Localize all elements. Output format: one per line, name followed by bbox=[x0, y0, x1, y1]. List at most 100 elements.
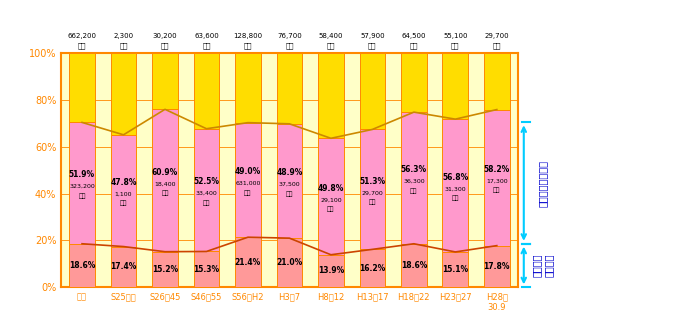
Text: 世帯: 世帯 bbox=[409, 42, 418, 49]
Text: 60.9%: 60.9% bbox=[152, 168, 178, 177]
Text: 世帯: 世帯 bbox=[78, 42, 86, 49]
Text: 631,000: 631,000 bbox=[235, 181, 261, 186]
Text: 世帯: 世帯 bbox=[161, 191, 169, 196]
Text: 世帯: 世帯 bbox=[368, 199, 376, 205]
Bar bbox=[235, 53, 261, 123]
Text: 世帯: 世帯 bbox=[327, 42, 335, 49]
Text: 18.6%: 18.6% bbox=[69, 261, 95, 270]
Text: 17.4%: 17.4% bbox=[110, 263, 137, 272]
Text: 15.1%: 15.1% bbox=[442, 265, 469, 274]
Text: 47.8%: 47.8% bbox=[110, 178, 137, 187]
Text: 世帯: 世帯 bbox=[492, 42, 501, 49]
Bar bbox=[360, 249, 385, 287]
Text: 55,100: 55,100 bbox=[443, 33, 468, 39]
Text: 世帯: 世帯 bbox=[161, 42, 170, 49]
Text: 世帯: 世帯 bbox=[410, 188, 417, 194]
Text: 世帯: 世帯 bbox=[202, 42, 210, 49]
Text: 51.9%: 51.9% bbox=[69, 170, 95, 179]
Text: 36,300: 36,300 bbox=[403, 179, 425, 184]
Text: 世帯: 世帯 bbox=[244, 190, 252, 196]
Bar bbox=[69, 53, 95, 122]
Bar bbox=[193, 252, 219, 287]
Bar bbox=[401, 112, 427, 244]
Text: 51.3%: 51.3% bbox=[360, 177, 385, 186]
Text: 21.0%: 21.0% bbox=[276, 258, 302, 267]
Bar bbox=[484, 245, 509, 287]
Text: 世帯: 世帯 bbox=[120, 201, 127, 206]
Bar bbox=[276, 124, 302, 238]
Bar bbox=[110, 246, 136, 287]
Text: 63,600: 63,600 bbox=[194, 33, 219, 39]
Text: 1,100: 1,100 bbox=[115, 192, 132, 197]
Text: 30,200: 30,200 bbox=[153, 33, 177, 39]
Text: 世帯: 世帯 bbox=[368, 42, 377, 49]
Text: 15.3%: 15.3% bbox=[193, 265, 219, 274]
Text: 誘導居住水準未満: 誘導居住水準未満 bbox=[537, 160, 548, 207]
Text: 最低居住
水準未満: 最低居住 水準未満 bbox=[532, 254, 553, 277]
Bar bbox=[69, 122, 95, 244]
Bar bbox=[443, 252, 469, 287]
Text: 56.8%: 56.8% bbox=[442, 173, 469, 182]
Text: 662,200: 662,200 bbox=[67, 33, 97, 39]
Bar bbox=[401, 53, 427, 112]
Bar bbox=[276, 238, 302, 287]
Text: 2,300: 2,300 bbox=[114, 33, 133, 39]
Text: 52.5%: 52.5% bbox=[193, 177, 219, 186]
Bar bbox=[443, 53, 469, 119]
Text: 37,500: 37,500 bbox=[279, 182, 300, 187]
Text: 49.0%: 49.0% bbox=[235, 167, 261, 176]
Text: 58,400: 58,400 bbox=[319, 33, 343, 39]
Text: 49.8%: 49.8% bbox=[318, 184, 344, 193]
Text: 世帯: 世帯 bbox=[285, 191, 294, 197]
Text: 128,800: 128,800 bbox=[234, 33, 262, 39]
Text: 世帯: 世帯 bbox=[452, 196, 459, 201]
Text: 58.2%: 58.2% bbox=[484, 165, 510, 174]
Text: 56.3%: 56.3% bbox=[401, 165, 427, 174]
Text: 世帯: 世帯 bbox=[78, 193, 86, 199]
Text: 世帯: 世帯 bbox=[119, 42, 128, 49]
Text: 世帯: 世帯 bbox=[203, 200, 210, 206]
Text: 31,300: 31,300 bbox=[445, 187, 466, 191]
Text: 16.2%: 16.2% bbox=[360, 264, 385, 273]
Bar bbox=[276, 53, 302, 124]
Bar bbox=[235, 123, 261, 237]
Text: 世帯: 世帯 bbox=[451, 42, 460, 49]
Bar bbox=[235, 237, 261, 287]
Bar bbox=[193, 53, 219, 129]
Bar bbox=[360, 129, 385, 249]
Text: 21.4%: 21.4% bbox=[235, 258, 261, 267]
Bar bbox=[443, 119, 469, 252]
Text: 18.6%: 18.6% bbox=[400, 261, 427, 270]
Text: 64,500: 64,500 bbox=[402, 33, 426, 39]
Text: 18,400: 18,400 bbox=[154, 181, 176, 186]
Bar bbox=[69, 244, 95, 287]
Text: 29,700: 29,700 bbox=[362, 190, 383, 195]
Bar bbox=[318, 255, 344, 287]
Text: 29,700: 29,700 bbox=[484, 33, 509, 39]
Bar bbox=[360, 53, 385, 129]
Text: 世帯: 世帯 bbox=[244, 42, 252, 49]
Text: 17,300: 17,300 bbox=[486, 179, 507, 184]
Text: 17.8%: 17.8% bbox=[484, 262, 510, 271]
Bar bbox=[318, 138, 344, 255]
Bar bbox=[484, 110, 509, 245]
Bar bbox=[152, 109, 178, 252]
Bar bbox=[110, 53, 136, 135]
Bar bbox=[318, 53, 344, 138]
Text: 13.9%: 13.9% bbox=[318, 267, 344, 276]
Text: 15.2%: 15.2% bbox=[152, 265, 178, 274]
Bar bbox=[110, 135, 136, 246]
Text: 29,100: 29,100 bbox=[320, 197, 342, 202]
Bar bbox=[152, 252, 178, 287]
Text: 323,200: 323,200 bbox=[69, 184, 95, 189]
Text: 世帯: 世帯 bbox=[493, 188, 501, 193]
Text: 76,700: 76,700 bbox=[277, 33, 302, 39]
Text: 33,400: 33,400 bbox=[195, 191, 217, 196]
Bar bbox=[193, 129, 219, 252]
Bar bbox=[152, 53, 178, 109]
Bar bbox=[484, 53, 509, 110]
Text: 世帯: 世帯 bbox=[327, 207, 334, 212]
Text: 57,900: 57,900 bbox=[360, 33, 385, 39]
Text: 世帯: 世帯 bbox=[285, 42, 294, 49]
Text: 48.9%: 48.9% bbox=[276, 168, 302, 177]
